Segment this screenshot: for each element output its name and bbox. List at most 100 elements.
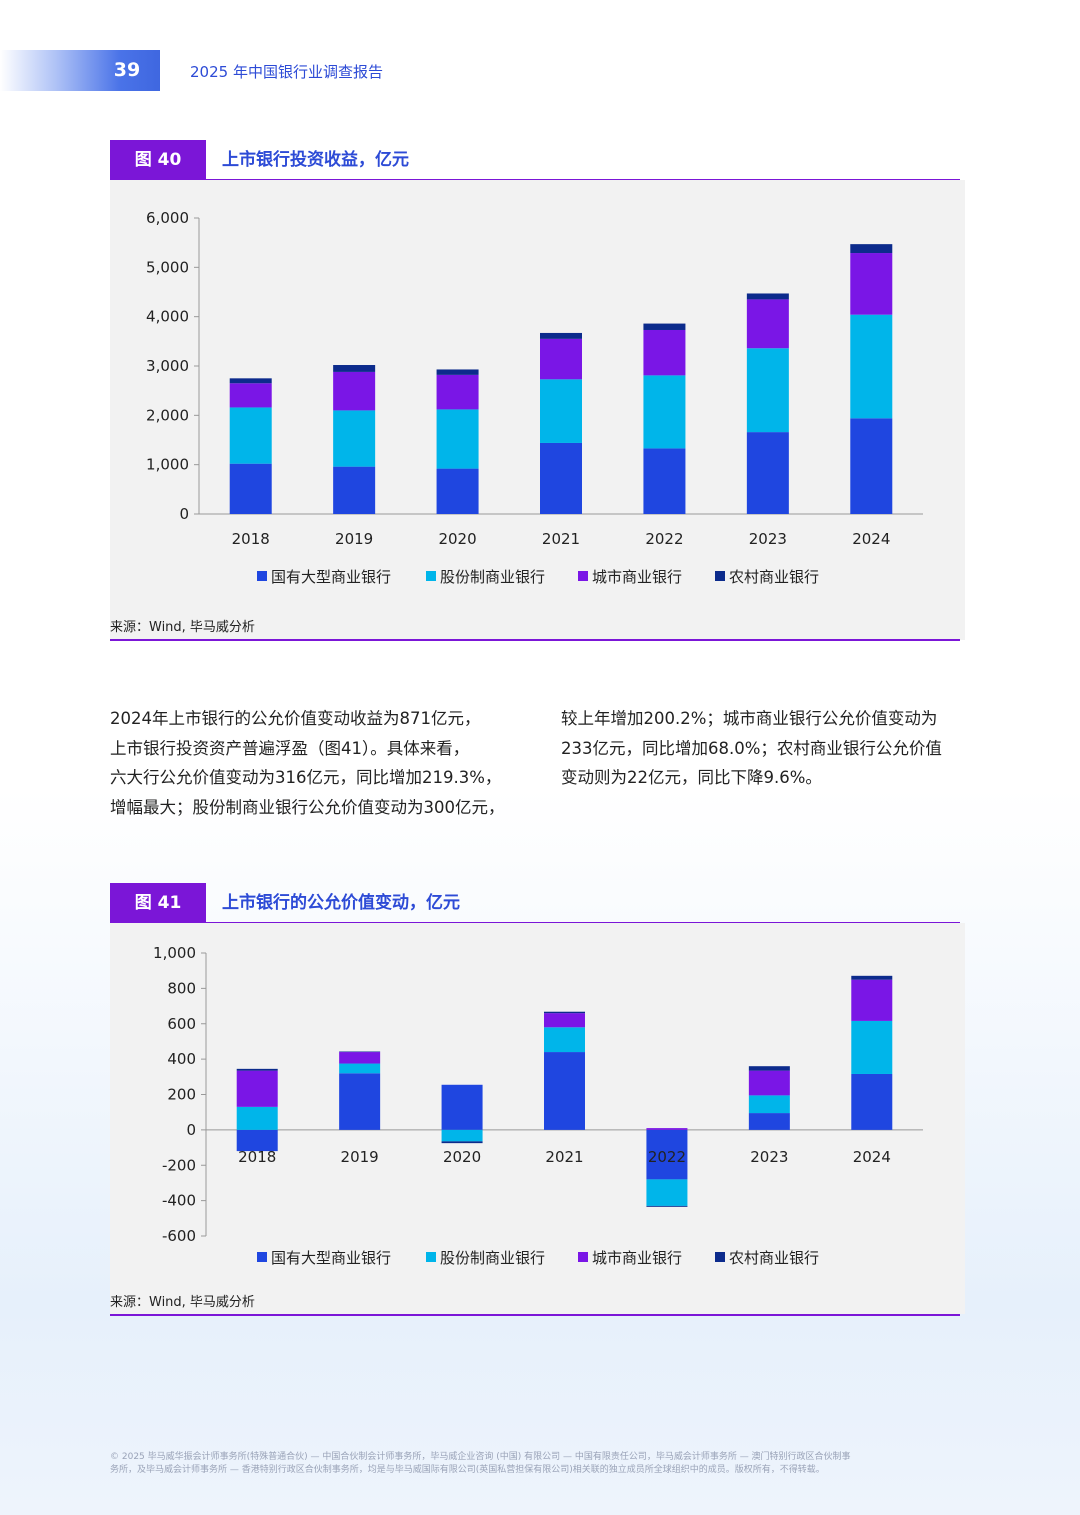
- legend-swatch-city: [578, 571, 588, 581]
- figure-40-label: 图 40: [110, 140, 206, 180]
- bar-city-2018: [236, 1070, 278, 1107]
- bar-city-2022: [646, 1128, 688, 1130]
- bar-city-2024: [850, 253, 893, 315]
- legend-label-state-owned: 国有大型商业银行: [271, 1249, 391, 1267]
- x-tick-label: 2024: [852, 530, 890, 548]
- bar-city-2018: [229, 383, 272, 408]
- legend-label-joint-stock: 股份制商业银行: [440, 1249, 545, 1267]
- y-tick-label: 0: [186, 1121, 196, 1139]
- bar-city-2019: [333, 371, 376, 411]
- x-tick-label: 2020: [438, 530, 476, 548]
- bar-state-owned-2023: [748, 1113, 790, 1130]
- header-accent-bar: [0, 50, 160, 91]
- bar-rural-2021: [544, 1011, 585, 1014]
- y-tick-label: 800: [167, 979, 196, 997]
- body-line: 六大行公允价值变动为316亿元，同比增加219.3%，: [110, 768, 502, 787]
- footer-line: 务所，及毕马威会计师事务所 — 香港特别行政区合伙制事务所，均是与毕马威国际有限…: [110, 1465, 825, 1475]
- body-line: 变动则为22亿元，同比下降9.6%。: [561, 768, 822, 787]
- bar-joint-stock-2021: [540, 379, 582, 443]
- y-tick-label: 600: [167, 1015, 196, 1033]
- bar-rural-2022: [643, 323, 686, 330]
- bar-state-owned-2019: [333, 466, 376, 514]
- bar-joint-stock-2020: [441, 1129, 483, 1142]
- x-tick-label: 2023: [750, 1148, 788, 1166]
- legend-label-city: 城市商业银行: [592, 1249, 682, 1267]
- y-tick-label: 5,000: [146, 258, 189, 276]
- figure-40-title: 上市银行投资收益，亿元: [222, 150, 409, 170]
- bar-rural-2023: [746, 293, 789, 300]
- bar-joint-stock-2021: [544, 1027, 585, 1053]
- figure-41-chart: -600 -400 -200 0 200 400 600 800 1,000 2018 2019 20…: [153, 944, 923, 1267]
- y-tick-label: -600: [162, 1227, 196, 1245]
- x-tick-label: 2020: [443, 1148, 481, 1166]
- body-text-right: 较上年增加200.2%；城市商业银行公允价值变动为 233亿元，同比增加68.0…: [561, 704, 981, 793]
- bar-city-2023: [748, 1070, 790, 1096]
- bar-joint-stock-2023: [748, 1095, 790, 1114]
- bar-city-2022: [643, 329, 686, 376]
- page-number: 39: [113, 59, 141, 81]
- legend-label-joint-stock: 股份制商业银行: [440, 568, 545, 586]
- x-tick-label: 2018: [232, 530, 270, 548]
- y-tick-label: 4,000: [146, 308, 189, 326]
- bar-state-owned-2018: [229, 463, 272, 514]
- x-tick-label: 2018: [238, 1148, 276, 1166]
- footer-line: © 2025 毕马威华振会计师事务所(特殊普通合伙) — 中国合伙制会计师事务所…: [110, 1452, 851, 1462]
- bar-state-owned-2023: [746, 432, 789, 514]
- figure-40-chart: 0 1,000 2,000 3,000 4,000 5,000 6,000 2018 2019 2…: [146, 209, 923, 586]
- bar-city-2021: [540, 338, 582, 380]
- figure-40-header: 图 40 上市银行投资收益，亿元: [110, 140, 960, 181]
- bar-state-owned-2020: [436, 468, 479, 514]
- legend-swatch-state-owned: [257, 571, 267, 581]
- bar-state-owned-2021: [540, 442, 582, 514]
- bar-joint-stock-2019: [339, 1063, 381, 1074]
- legend-swatch-rural: [715, 571, 725, 581]
- y-tick-label: 1,000: [153, 944, 196, 962]
- x-tick-label: 2021: [545, 1148, 583, 1166]
- y-tick-label: 1,000: [146, 456, 189, 474]
- legend-swatch-rural: [715, 1252, 725, 1262]
- bar-rural-2019: [339, 1051, 381, 1053]
- y-tick-label: 0: [179, 505, 189, 523]
- bar-joint-stock-2022: [643, 375, 686, 449]
- body-text-left: 2024年上市银行的公允价值变动收益为871亿元， 上市银行投资资产普遍浮盈（图…: [110, 704, 540, 822]
- figure-41: 图 41 上市银行的公允价值变动，亿元 -600 -400 -200 0 200 400 6…: [110, 883, 965, 1316]
- bar-rural-2021: [540, 332, 582, 339]
- bar-rural-2020: [436, 369, 479, 375]
- figure-40-chart-area: 0 1,000 2,000 3,000 4,000 5,000 6,000 2018 2019 2…: [110, 180, 965, 640]
- bar-rural-2018: [229, 378, 272, 384]
- y-tick-label: 400: [167, 1050, 196, 1068]
- bar-city-2019: [339, 1052, 381, 1064]
- body-line: 较上年增加200.2%；城市商业银行公允价值变动为: [561, 709, 938, 728]
- bar-joint-stock-2018: [236, 1106, 278, 1130]
- legend-label-rural: 农村商业银行: [729, 1249, 819, 1267]
- figure-41-bottom-rule: [110, 1314, 960, 1316]
- bar-joint-stock-2018: [229, 407, 272, 464]
- y-tick-label: 3,000: [146, 357, 189, 375]
- x-tick-label: 2022: [645, 530, 683, 548]
- x-tick-label: 2019: [341, 1148, 379, 1166]
- figure-41-header: 图 41 上市银行的公允价值变动，亿元: [110, 883, 960, 924]
- legend-swatch-joint-stock: [426, 1252, 436, 1262]
- bar-rural-2018: [236, 1068, 278, 1071]
- figure-40: 图 40 上市银行投资收益，亿元 0 1,000 2,000 3,000 4,000 5,…: [110, 140, 965, 641]
- bar-rural-2019: [333, 365, 376, 372]
- body-line: 上市银行投资资产普遍浮盈（图41）。具体来看，: [110, 738, 470, 758]
- x-tick-label: 2024: [853, 1148, 891, 1166]
- legend-swatch-joint-stock: [426, 571, 436, 581]
- bar-rural-2024: [851, 975, 893, 980]
- bar-city-2024: [851, 979, 893, 1021]
- x-tick-label: 2021: [542, 530, 580, 548]
- bar-joint-stock-2023: [746, 348, 789, 433]
- legend-label-city: 城市商业银行: [592, 568, 682, 586]
- bar-state-owned-2022: [646, 1129, 688, 1180]
- bar-state-owned-2021: [544, 1052, 585, 1130]
- legend-swatch-city: [578, 1252, 588, 1262]
- bar-state-owned-2020: [441, 1084, 483, 1130]
- body-line: 233亿元，同比增加68.0%；农村商业银行公允价值: [561, 738, 942, 758]
- copyright-footer: © 2025 毕马威华振会计师事务所(特殊普通合伙) — 中国合伙制会计师事务所…: [110, 1451, 970, 1477]
- figure-41-title: 上市银行的公允价值变动，亿元: [222, 893, 460, 913]
- bar-joint-stock-2020: [436, 409, 479, 469]
- bar-city-2023: [746, 299, 789, 349]
- x-tick-label: 2022: [648, 1148, 686, 1166]
- figure-40-bottom-rule: [110, 639, 960, 641]
